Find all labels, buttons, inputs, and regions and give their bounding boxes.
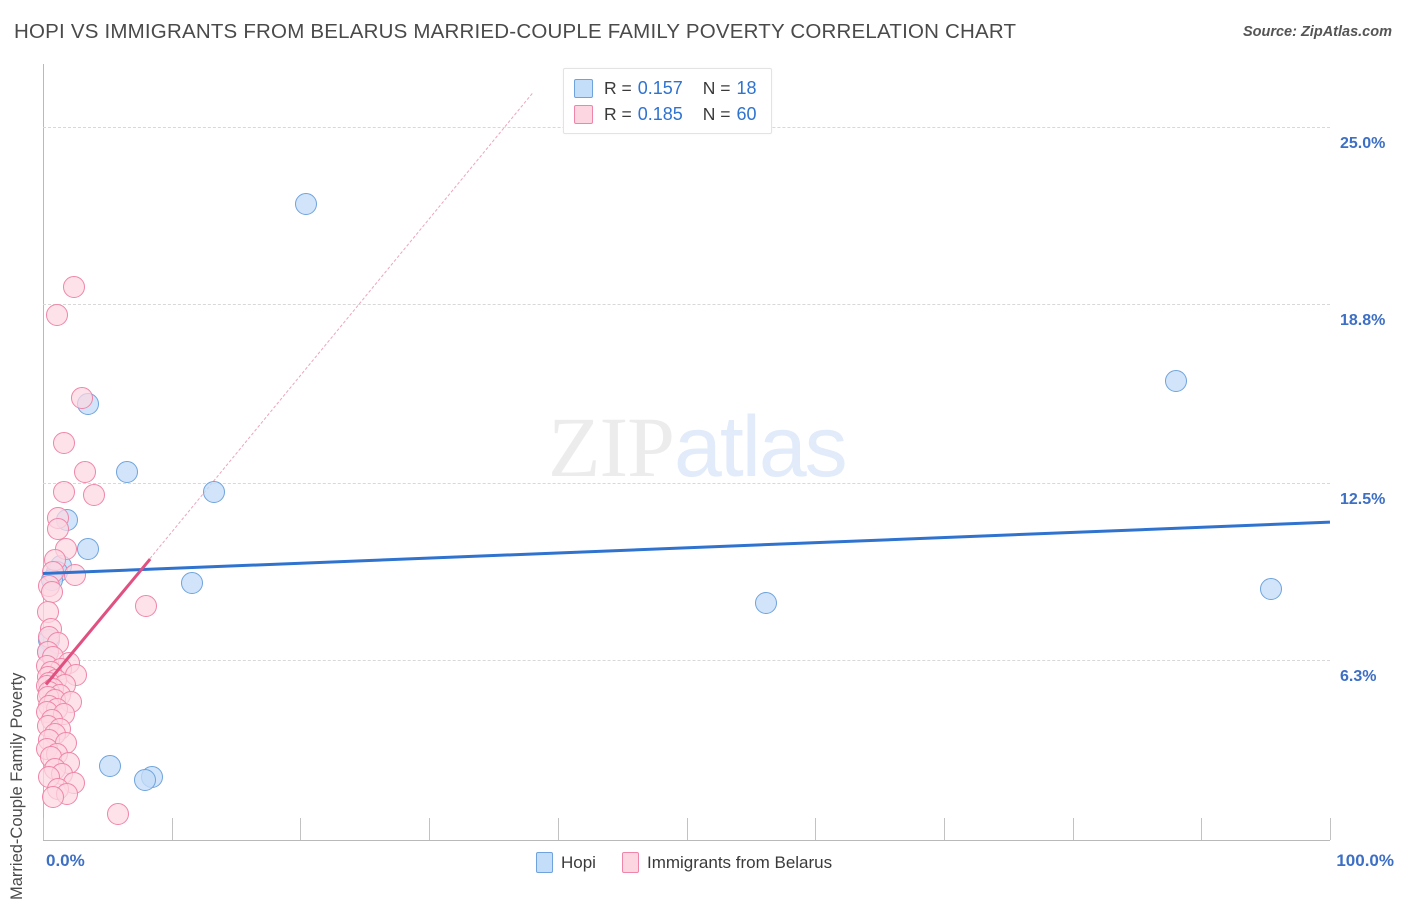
x-axis-tick <box>43 818 44 840</box>
y-axis-tick-label: 6.3% <box>1340 668 1377 686</box>
page-title: HOPI VS IMMIGRANTS FROM BELARUS MARRIED-… <box>14 20 1017 43</box>
scatter-point[interactable] <box>115 460 138 483</box>
scatter-point[interactable] <box>106 803 129 826</box>
x-axis-tick <box>1330 818 1331 840</box>
scatter-point[interactable] <box>46 304 69 327</box>
scatter-point[interactable] <box>133 769 156 792</box>
watermark: ZIPatlas <box>548 404 848 490</box>
scatter-point[interactable] <box>70 386 93 409</box>
legend-swatch-hopi[interactable] <box>536 852 553 873</box>
correlation-stats-box: R = 0.157 N = 18 R = 0.185 N = 60 <box>563 68 772 134</box>
stats-n-value-hopi: 18 <box>736 77 757 98</box>
x-axis-tick <box>1072 818 1074 840</box>
x-axis-tick <box>686 818 688 840</box>
scatter-point[interactable] <box>134 595 157 618</box>
trend-line-hopi <box>42 520 1331 575</box>
stats-n-label-hopi: N = <box>702 77 731 98</box>
scatter-point[interactable] <box>294 192 317 215</box>
y-axis-tick-label: 25.0% <box>1340 134 1386 152</box>
scatter-point[interactable] <box>83 483 106 506</box>
scatter-point[interactable] <box>42 786 65 809</box>
y-axis-title: Married-Couple Family Poverty <box>8 672 26 900</box>
stats-n-label-belarus: N = <box>702 103 731 124</box>
stats-n-value-belarus: 60 <box>736 103 757 124</box>
x-axis-min-label: 0.0% <box>46 851 85 870</box>
scatter-point[interactable] <box>52 432 75 455</box>
scatter-point[interactable] <box>77 538 100 560</box>
scatter-point[interactable] <box>74 460 97 483</box>
legend-label-hopi[interactable]: Hopi <box>561 852 596 872</box>
x-axis-tick <box>943 818 945 840</box>
watermark-zip: ZIP <box>548 399 675 495</box>
x-axis-tick <box>300 818 302 840</box>
scatter-point[interactable] <box>1164 369 1187 392</box>
x-axis-tick <box>1201 818 1203 840</box>
source-attribution: Source: ZipAtlas.com <box>1242 24 1392 40</box>
x-axis-line <box>43 840 1330 841</box>
gridline <box>43 303 1330 305</box>
stats-r-label-belarus: R = <box>604 103 632 124</box>
y-axis-line <box>43 64 44 840</box>
y-axis-tick-label: 18.8% <box>1340 311 1386 329</box>
stats-r-value-belarus: 0.185 <box>637 103 683 124</box>
scatter-point[interactable] <box>47 518 70 541</box>
stats-r-label-hopi: R = <box>604 77 632 98</box>
x-axis-tick <box>171 818 173 840</box>
watermark-atlas: atlas <box>674 399 848 495</box>
scatter-point[interactable] <box>52 480 75 503</box>
x-axis-tick <box>815 818 817 840</box>
y-axis-tick-label: 12.5% <box>1340 491 1386 509</box>
legend-swatch-belarus[interactable] <box>621 852 639 873</box>
scatter-point[interactable] <box>203 480 226 503</box>
stats-row-belarus: R = 0.185 N = 60 <box>574 101 757 127</box>
x-axis-tick <box>429 818 431 840</box>
stats-swatch-belarus <box>574 104 593 124</box>
scatter-point[interactable] <box>181 572 204 595</box>
scatter-point[interactable] <box>98 754 121 777</box>
stats-swatch-hopi <box>574 78 593 98</box>
scatter-point[interactable] <box>62 275 85 298</box>
x-axis-tick <box>557 818 559 840</box>
legend-label-belarus[interactable]: Immigrants from Belarus <box>646 852 833 872</box>
scatter-point[interactable] <box>41 580 63 603</box>
gridline <box>43 483 1330 485</box>
stats-r-value-hopi: 0.157 <box>637 77 683 98</box>
scatter-point[interactable] <box>64 563 87 586</box>
series-legend: Hopi Immigrants from Belarus <box>536 852 850 873</box>
x-axis-max-label: 100.0% <box>1336 851 1394 870</box>
scatter-point[interactable] <box>755 592 778 615</box>
gridline <box>43 660 1330 662</box>
stats-row-hopi: R = 0.157 N = 18 <box>574 75 757 101</box>
scatter-point[interactable] <box>1259 577 1282 600</box>
